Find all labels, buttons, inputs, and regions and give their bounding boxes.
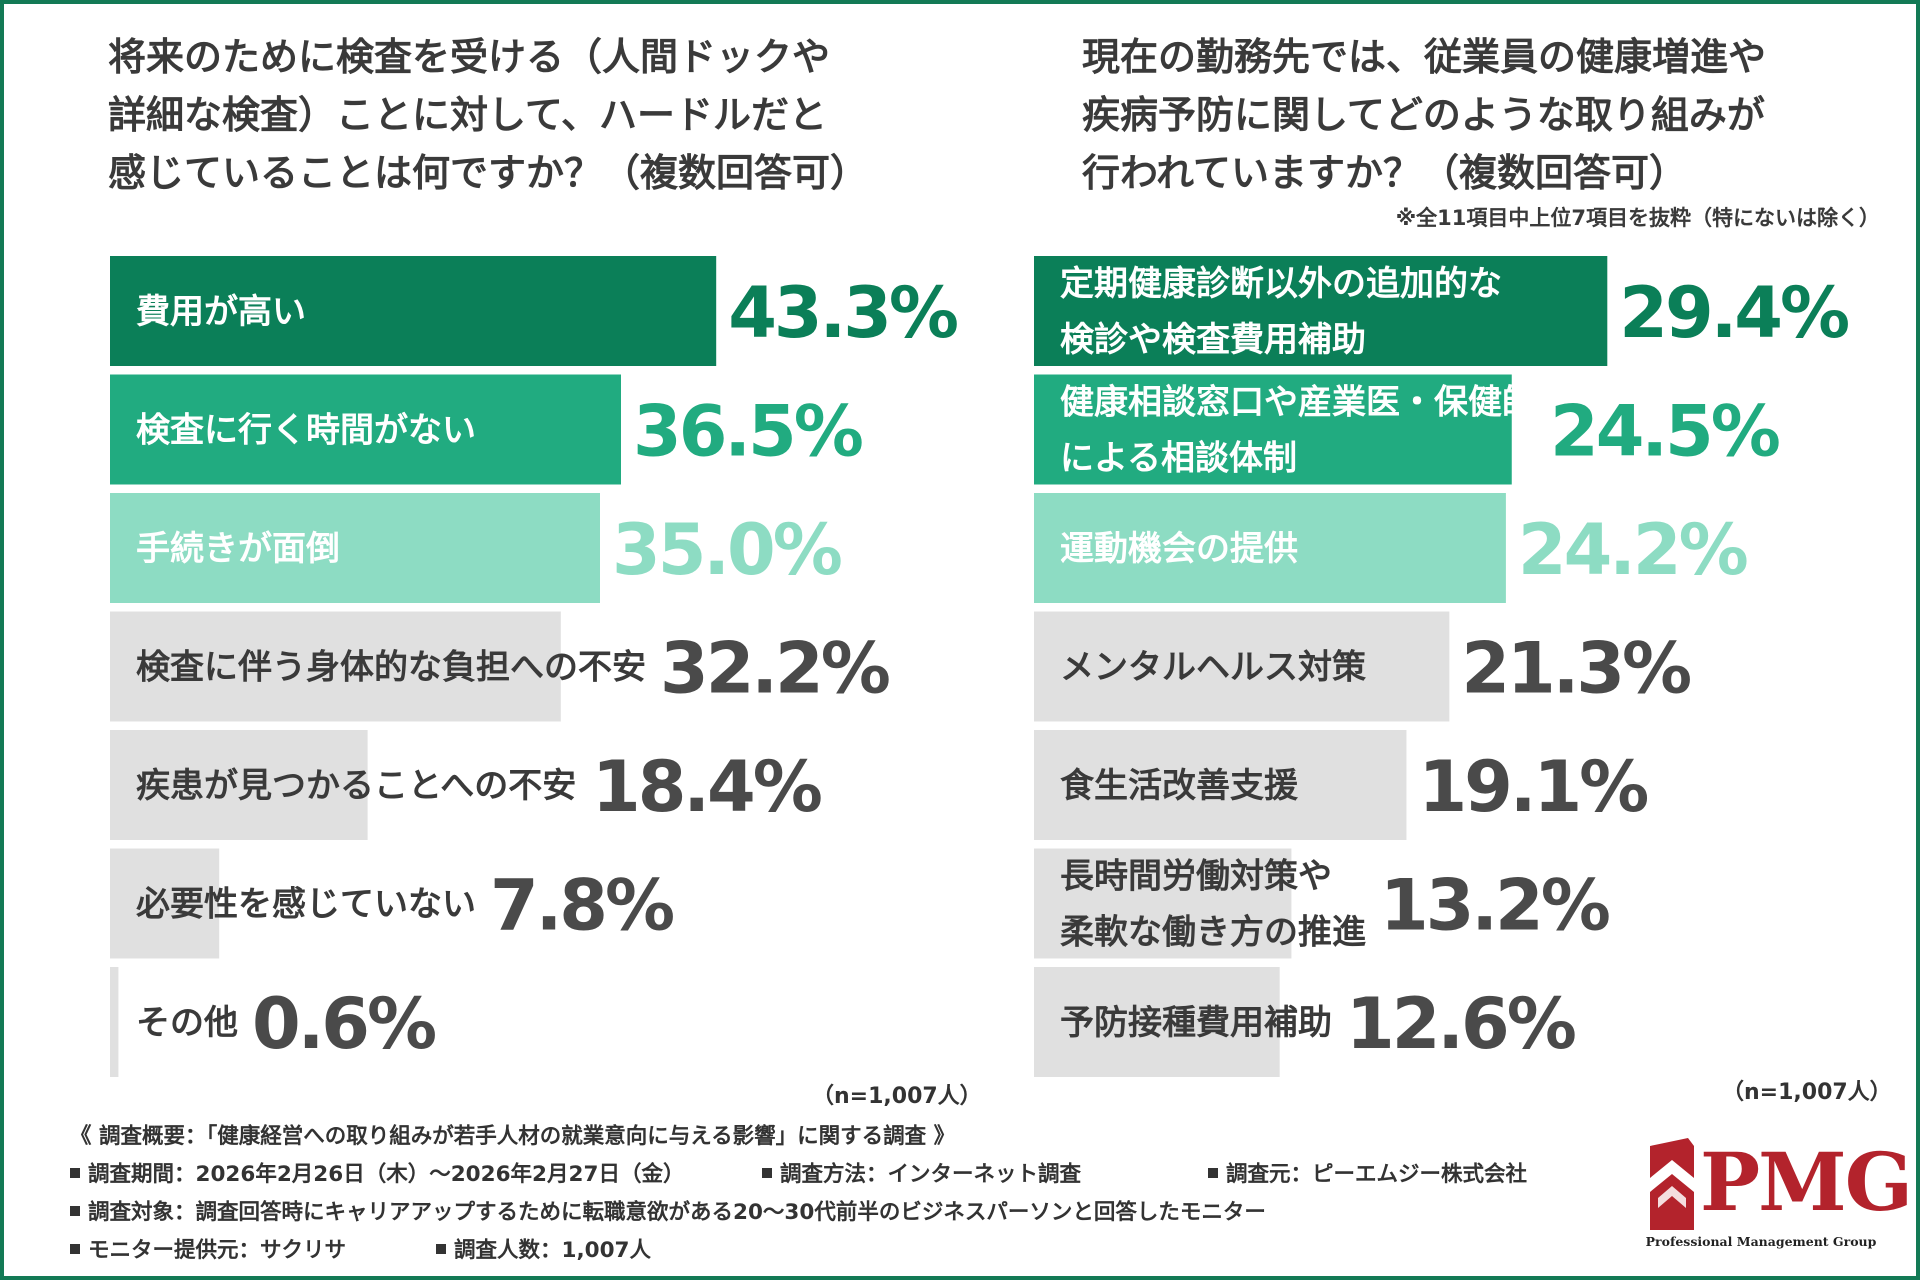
right-bar-5 xyxy=(1034,730,1407,840)
left-value-label-3: 35.0% xyxy=(612,509,841,591)
left-bar-7 xyxy=(110,967,119,1077)
survey-provider: モニター提供元：サクリサ xyxy=(70,1232,346,1270)
right-bar-label-5: 食生活改善支援 xyxy=(1060,766,1299,806)
right-bar-label-7: 予防接種費用補助 xyxy=(1060,1003,1332,1043)
pmg-logo-tagline: Professional Management Group xyxy=(1645,1234,1877,1249)
left-value-label-5: 18.4% xyxy=(592,746,821,828)
left-value-label-2: 36.5% xyxy=(633,391,862,473)
right-bar-3 xyxy=(1034,493,1506,603)
right-bar-2 xyxy=(1034,374,1512,485)
survey-source: 調査元：ピーエムジー株式会社 xyxy=(1208,1156,1527,1194)
left-value-label-7: 0.6% xyxy=(252,983,435,1065)
pmg-logo-text: PMG xyxy=(1700,1135,1913,1229)
left-bar-label-3: 手続きが面倒 xyxy=(136,529,340,569)
left-bar-label-7: その他 xyxy=(136,1003,238,1043)
right-value-label-7: 12.6% xyxy=(1346,983,1575,1065)
left-bar-label-1: 費用が高い xyxy=(136,292,306,332)
right-bar-label-6: 長時間労働対策や柔軟な働き方の推進 xyxy=(1060,857,1366,953)
pmg-logo: PMG Professional Management Group xyxy=(1640,1130,1913,1260)
survey-target: 調査対象：調査回答時にキャリアアップするために転職意欲がある20～30代前半のビ… xyxy=(70,1194,1266,1232)
survey-overview: 《 調査概要：「健康経営への取り組みが若手人材の就業意向に与える影響」に関する調… xyxy=(70,1118,1570,1270)
right-value-label-5: 19.1% xyxy=(1418,746,1647,828)
right-value-label-1: 29.4% xyxy=(1619,272,1848,354)
left-bar-4 xyxy=(110,611,561,722)
right-bar-1 xyxy=(1034,256,1608,366)
right-chart-note: ※全11項目中上位7項目を抜粋（特にないは除く） xyxy=(1395,206,1880,230)
right-bar-label-2: 健康相談窓口や産業医・保健師による相談体制 xyxy=(1060,383,1536,479)
left-bar-5 xyxy=(110,730,368,840)
right-value-label-3: 24.2% xyxy=(1518,509,1747,591)
right-bar-7 xyxy=(1034,967,1280,1077)
left-bar-label-5: 疾患が見つかることへの不安 xyxy=(136,766,576,806)
left-value-label-1: 43.3% xyxy=(728,272,957,354)
left-bar-3 xyxy=(110,493,600,603)
right-value-label-2: 24.5% xyxy=(1550,391,1779,473)
left-bar-label-2: 検査に行く時間がない xyxy=(136,411,476,451)
left-value-label-4: 32.2% xyxy=(660,628,889,710)
pmg-logo-mark-icon xyxy=(1650,1138,1694,1230)
survey-heading: 《 調査概要：「健康経営への取り組みが若手人材の就業意向に与える影響」に関する調… xyxy=(70,1124,956,1149)
right-bar-4 xyxy=(1034,611,1450,722)
left-bar-2 xyxy=(110,374,621,485)
right-bar-6 xyxy=(1034,848,1292,959)
right-bar-label-4: メンタルヘルス対策 xyxy=(1060,648,1366,688)
survey-method: 調査方法：インターネット調査 xyxy=(762,1156,1081,1194)
right-question-title: 現在の勤務先では、従業員の健康増進や 疾病予防に関してどのような取り組みが 行わ… xyxy=(1082,35,1767,195)
right-bar-label-1: 定期健康診断以外の追加的な検診や検査費用補助 xyxy=(1060,264,1502,360)
left-sample-size: （n=1,007人） xyxy=(812,1084,982,1109)
right-bar-label-3: 運動機会の提供 xyxy=(1060,529,1298,569)
survey-period: 調査期間：2026年2月26日（木）～2026年2月27日（金） xyxy=(70,1156,684,1194)
right-value-label-6: 13.2% xyxy=(1380,865,1609,947)
left-bar-label-4: 検査に伴う身体的な負担への不安 xyxy=(136,648,646,688)
left-bar-label-6: 必要性を感じていない xyxy=(136,885,476,925)
right-sample-size: （n=1,007人） xyxy=(1722,1080,1892,1105)
survey-count: 調査人数：1,007人 xyxy=(436,1232,651,1270)
left-bar-1 xyxy=(110,256,717,366)
left-bar-6 xyxy=(110,848,220,959)
left-value-label-6: 7.8% xyxy=(490,865,673,947)
left-question-title: 将来のために検査を受ける（人間ドックや 詳細な検査）ことに対して、ハードルだと … xyxy=(108,35,869,195)
right-value-label-4: 21.3% xyxy=(1461,628,1690,710)
